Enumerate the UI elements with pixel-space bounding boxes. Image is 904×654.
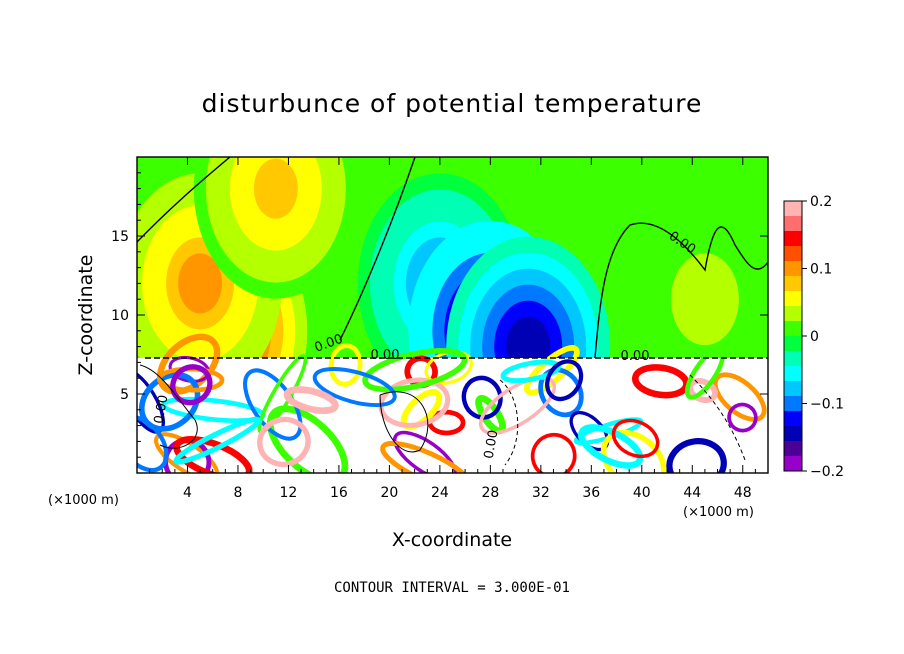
contour-line [689,374,746,461]
contour-line [379,391,429,453]
x-axis-label: X-coordinate [392,529,512,551]
x-tick-label: 20 [380,485,398,501]
x-unit-right: (×1000 m) [683,505,754,520]
x-unit-left: (×1000 m) [48,493,119,508]
colorbar-swatch [784,426,802,442]
colorbar-swatch [784,246,802,262]
x-tick-label: 44 [683,485,701,501]
plot-field [137,157,768,473]
turbulent-streak [173,416,262,465]
colorbar-swatch [784,261,802,277]
y-axis-label: Z-coordinate [75,255,97,376]
x-tick-label: 36 [582,485,600,501]
colorbar-swatch [784,321,802,337]
y-tick-label: 5 [120,387,129,403]
turbulent-streak [684,346,726,400]
colorbar-swatch [784,201,802,217]
colorbar-tick-label: −0.2 [810,464,844,480]
chart-title: disturbunce of potential temperature [202,89,703,118]
colorbar-swatch [784,306,802,322]
colorbar-swatch [784,456,802,472]
turbulent-streak [530,432,577,473]
contour-line [137,157,231,243]
colorbar-swatch [784,396,802,412]
turbulent-streak [138,371,201,432]
contour-line [499,379,519,466]
x-tick-label: 40 [633,485,651,501]
turbulent-streak [312,367,397,408]
colorbar: 0.2 0.1 0 −0.1 −0.2 [783,194,844,480]
colorbar-swatch [784,291,802,307]
x-tick-label: 24 [431,485,449,501]
x-tick-label: 8 [233,485,242,501]
colorbar-swatch [784,276,802,292]
contour-line [139,364,198,449]
turbulent-streak [478,376,557,435]
turbulent-streak [545,359,584,402]
contour-label: 0.00 [371,348,400,363]
colorbar-tick-label: −0.1 [810,397,844,413]
y-axis: 5 10 15 [111,172,768,458]
x-tick-label: 4 [183,485,192,501]
turbulent-streak [392,430,457,473]
colorbar-swatch [784,381,802,397]
turbulent-streak [328,343,363,387]
turbulent-streak [666,438,727,473]
colorbar-tick-label: 0 [810,329,819,345]
field-features [137,157,768,457]
turbulent-streak [283,386,339,414]
contour-label: 0.00 [152,394,172,425]
x-axis: 4 8 12 16 20 24 28 32 36 40 44 48 [149,157,756,501]
x-tick-label: 12 [280,485,298,501]
lower-turbulent-layer [137,358,768,473]
contour-interval-note: CONTOUR INTERVAL = 3.000E-01 [334,580,570,596]
x-tick-label: 16 [330,485,348,501]
turbulent-streak [712,372,767,422]
turbulent-streak [461,375,503,420]
y-tick-label: 15 [111,229,129,245]
contour-line [594,222,768,359]
contour-label: 0.00 [621,349,650,364]
turbulent-streak [137,415,169,473]
contour-line [339,157,416,341]
x-tick-label: 48 [734,485,752,501]
field-blob [682,269,727,330]
colorbar-tick-label: 0.2 [810,194,832,210]
colorbar-tick-label: 0.1 [810,262,832,278]
zero-contours [137,157,768,466]
turbulent-streak [727,402,758,433]
x-tick-label: 32 [532,485,550,501]
turbulent-streaks [137,333,767,473]
field-blob [178,253,223,314]
turbulent-streak [380,440,473,473]
turbulent-streak [257,416,311,468]
x-tick-label: 28 [481,485,499,501]
colorbar-swatch [784,366,802,382]
colorbar-swatch [784,411,802,427]
field-blob [253,158,298,219]
colorbar-swatch [784,351,802,367]
turbulent-streak [600,429,667,473]
colorbar-swatch [784,231,802,247]
y-tick-label: 10 [111,308,129,324]
turbulent-streak [611,418,660,459]
turbulent-streak [687,378,718,404]
colorbar-swatch [784,441,802,457]
colorbar-swatch [784,216,802,232]
turbulent-streak [578,424,644,469]
colorbar-swatch [784,336,802,352]
contour-label: 0.00 [482,429,502,460]
